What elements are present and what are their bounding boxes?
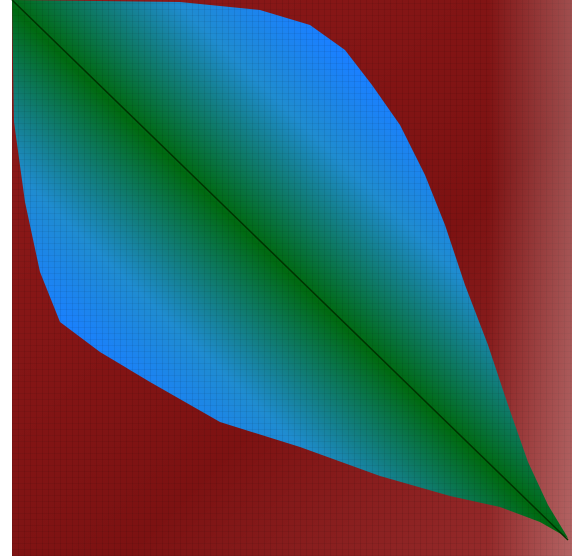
diagonal bbox=[11, 0, 569, 541]
